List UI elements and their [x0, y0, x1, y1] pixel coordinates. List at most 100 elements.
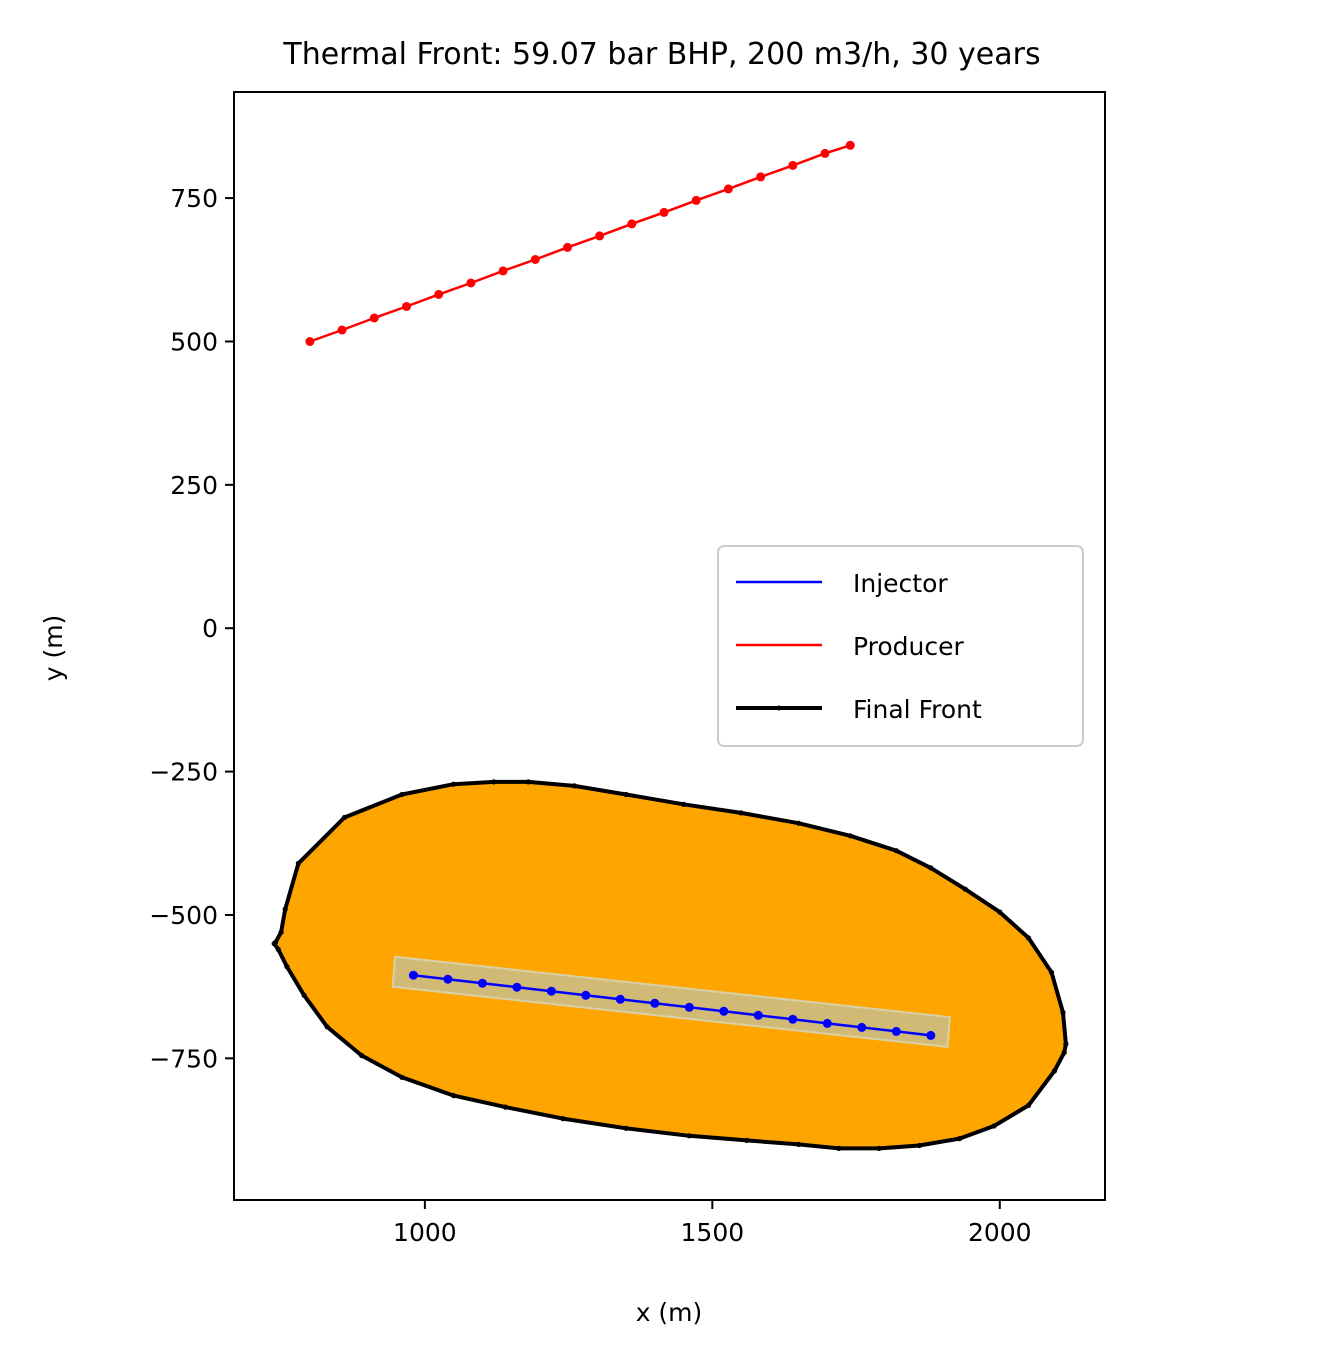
producer-point [498, 266, 508, 276]
injector-point [512, 982, 522, 992]
final-front-point [847, 833, 853, 839]
producer-point [563, 242, 572, 252]
injector-point [857, 1022, 867, 1032]
final-front-point [876, 1145, 882, 1151]
final-front-point [284, 964, 290, 970]
final-front-point [301, 992, 307, 998]
final-front-point [623, 791, 629, 798]
final-front-point [1060, 1009, 1066, 1016]
final-front-point [491, 779, 497, 785]
producer-point [788, 160, 798, 170]
final-front-point [893, 848, 899, 854]
injector-point [546, 986, 556, 996]
producer-point [756, 172, 766, 182]
producer-point [402, 302, 411, 311]
final-front-point [623, 1125, 629, 1131]
injector-point [650, 998, 660, 1008]
producer-point [595, 231, 605, 241]
final-front-point [324, 1024, 330, 1030]
producer-point [820, 148, 830, 158]
final-front-point [836, 1145, 842, 1151]
legend-label-injector: Injector [853, 569, 948, 598]
injector-band [391, 955, 951, 1049]
legend-marker-final-front [776, 705, 782, 711]
y-axis: −750 −500 −250 0 250 500 750 [149, 184, 234, 1073]
y-tick-label: 500 [170, 327, 218, 356]
final-front-point [451, 1093, 457, 1099]
injector-point [719, 1006, 729, 1016]
x-tick-label: 1500 [681, 1218, 745, 1247]
y-tick-label: 0 [202, 614, 218, 643]
producer-point [305, 337, 315, 346]
final-front-point [1025, 935, 1032, 941]
y-tick-label: −500 [149, 901, 218, 930]
final-front-point [796, 820, 802, 826]
final-front-point [341, 814, 347, 821]
y-tick-label: 750 [170, 184, 218, 213]
injector-line [413, 973, 931, 1037]
injector-point [443, 974, 453, 984]
injector-point [615, 994, 625, 1004]
producer-point [530, 255, 540, 264]
final-front-point [1061, 1050, 1067, 1056]
final-front-point [1048, 969, 1055, 975]
final-front-point [295, 860, 301, 867]
x-axis-label: x (m) [636, 1298, 703, 1327]
injector-point [477, 978, 487, 988]
final-front-point [681, 801, 687, 807]
final-front-point [571, 783, 578, 789]
final-front-point [560, 1116, 566, 1122]
final-front-point [796, 1141, 802, 1147]
producer-point [369, 313, 379, 323]
final-front-point [928, 865, 934, 871]
producer-point [723, 184, 733, 194]
final-front-point [271, 941, 277, 947]
plot-area [271, 140, 1069, 1151]
chart-title: Thermal Front: 59.07 bar BHP, 200 m3/h, … [282, 37, 1040, 72]
producer-point [337, 325, 347, 335]
final-front-point [525, 779, 532, 785]
x-tick-label: 1000 [393, 1218, 457, 1247]
producer-line [309, 144, 851, 343]
legend-label-final-front: Final Front [853, 695, 982, 724]
legend-box [717, 545, 1084, 747]
injector-point [581, 990, 591, 1000]
legend-label-producer: Producer [853, 632, 965, 661]
final-front-point [744, 1137, 750, 1143]
y-axis-label: y (m) [39, 615, 68, 682]
injector-point [926, 1030, 936, 1040]
final-front-point [991, 1123, 997, 1129]
legend: Injector Producer Final Front [717, 545, 1084, 747]
final-front-point [686, 1133, 692, 1139]
y-tick-label: −750 [149, 1044, 218, 1073]
producer-point [466, 278, 476, 288]
injector-point [684, 1002, 694, 1012]
front-fill-area [274, 781, 1066, 1149]
injector-point [891, 1026, 901, 1036]
final-front-point [451, 781, 457, 787]
final-front-point [282, 906, 288, 912]
producer-point [627, 219, 637, 229]
final-front-point [502, 1104, 508, 1110]
injector-point [408, 970, 418, 980]
injector-point [822, 1018, 832, 1028]
x-axis: 1000 1500 2000 [393, 1200, 1032, 1247]
injector-point [753, 1010, 763, 1020]
final-front-point [956, 1136, 963, 1142]
final-front-point [997, 909, 1003, 915]
y-tick-label: 250 [170, 471, 218, 500]
producer-point [659, 207, 669, 217]
final-front-point [1051, 1068, 1057, 1074]
final-front-point [275, 946, 281, 953]
final-front-point [359, 1052, 365, 1059]
axes-frame [233, 91, 1106, 1201]
x-tick-label: 2000 [968, 1218, 1032, 1247]
final-front-point [399, 791, 405, 798]
injector-point [788, 1014, 798, 1024]
final-front-point [278, 929, 284, 935]
final-front-point [738, 810, 744, 816]
y-tick-label: −250 [149, 758, 218, 787]
final-front-point [916, 1142, 922, 1149]
producer-point [434, 289, 444, 299]
